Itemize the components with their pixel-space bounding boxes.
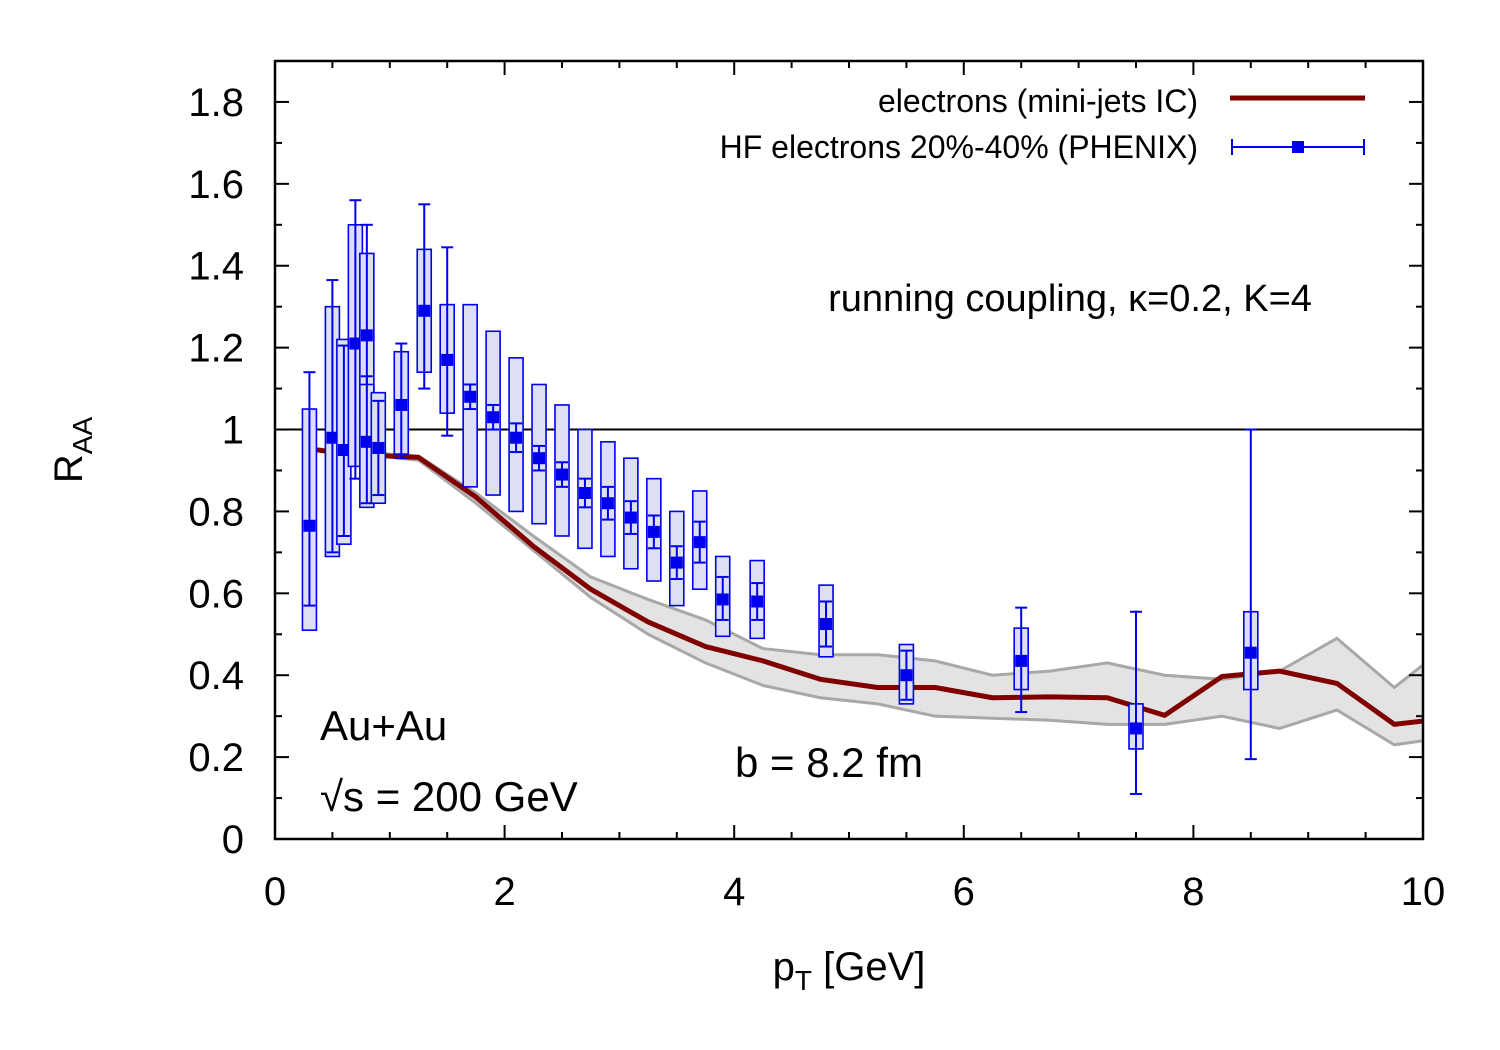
data-point [462, 303, 478, 488]
annotation-coupling: running coupling, κ=0.2, K=4 [828, 278, 1312, 320]
data-point [714, 555, 731, 638]
x-tick-label: 6 [953, 870, 975, 914]
annotation-impact-parameter: b = 8.2 fm [735, 739, 923, 786]
data-point [416, 203, 433, 390]
data-marker [510, 431, 523, 444]
data-point [508, 357, 524, 513]
data-point [336, 338, 352, 545]
data-marker [716, 593, 729, 606]
data-point [301, 371, 318, 631]
y-tick-label: 0.6 [188, 572, 244, 616]
y-tick-label: 0.2 [188, 736, 244, 780]
data-marker [349, 337, 362, 350]
data-marker [441, 353, 454, 366]
data-marker [372, 441, 385, 454]
data-point [1128, 610, 1144, 795]
data-point [668, 510, 685, 607]
annotation-system: Au+Au [320, 702, 447, 749]
y-axis-title: RAA [47, 417, 98, 484]
data-marker [820, 618, 833, 631]
data-point [1243, 428, 1259, 761]
data-point [691, 490, 708, 591]
y-tick-label: 0.8 [188, 490, 244, 534]
data-point [485, 330, 501, 496]
y-tick-labels: 0 0.2 0.4 0.6 0.8 1 1.2 1.4 1.6 1.8 [188, 81, 244, 862]
data-point [347, 199, 364, 480]
data-point [370, 391, 387, 505]
y-tick-label: 0.4 [188, 654, 244, 698]
data-point [749, 559, 765, 640]
x-axis-title: pT [GeV] [773, 945, 926, 996]
data-marker [670, 556, 683, 569]
data-point [600, 441, 616, 558]
data-marker [533, 452, 546, 465]
x-tick-label: 8 [1182, 870, 1204, 914]
data-point [623, 457, 639, 570]
y-tick-label: 1.4 [188, 245, 244, 289]
data-point [439, 246, 456, 437]
x-tick-label: 2 [493, 870, 515, 914]
data-point [1013, 606, 1030, 714]
data-marker [487, 411, 500, 424]
y-tick-label: 1.2 [188, 327, 244, 371]
data-marker [1130, 722, 1142, 735]
data-marker [1015, 654, 1028, 667]
data-marker [418, 304, 431, 317]
x-tick-label: 0 [264, 870, 286, 914]
data-point [359, 375, 375, 509]
y-tick-label: 1.6 [188, 163, 244, 207]
data-marker [578, 486, 591, 499]
x-tick-label: 10 [1401, 870, 1446, 914]
y-tick-label: 1 [222, 409, 244, 453]
data-point [531, 383, 547, 525]
data-point [818, 584, 834, 658]
data-marker [360, 435, 373, 448]
data-marker [751, 595, 764, 608]
data-marker [601, 497, 614, 510]
data-marker [395, 398, 408, 411]
x-tick-label: 4 [723, 870, 745, 914]
y-tick-label: 1.8 [188, 81, 244, 125]
data-marker [326, 431, 339, 444]
data-marker [337, 444, 350, 456]
model-curve [303, 445, 1424, 727]
legend-label-model: electrons (mini-jets IC) [878, 83, 1198, 119]
data-marker [360, 329, 373, 342]
data-point [393, 342, 410, 460]
data-marker [1244, 646, 1257, 659]
x-tick-labels: 0 2 4 6 8 10 [264, 870, 1445, 914]
annotation-energy: √s = 200 GeV [320, 773, 578, 820]
data-point [554, 404, 570, 537]
data-marker [647, 525, 660, 538]
data-point [898, 643, 915, 705]
data-point [577, 428, 593, 550]
model-line-layer [303, 445, 1424, 727]
legend-label-data: HF electrons 20%-40% (PHENIX) [720, 129, 1198, 165]
band-lower-edge [303, 446, 1424, 747]
data-marker [303, 519, 316, 532]
data-marker [693, 536, 706, 549]
data-marker [624, 511, 637, 524]
plot-frame [273, 59, 1425, 841]
data-marker [900, 669, 913, 682]
data-points-layer [301, 199, 1259, 795]
legend-swatch-data-marker [1292, 141, 1304, 153]
legend: electrons (mini-jets IC) HF electrons 20… [720, 83, 1365, 165]
data-marker [556, 468, 568, 481]
data-marker [464, 390, 477, 403]
y-tick-label: 0 [222, 818, 244, 862]
data-point [646, 477, 662, 582]
